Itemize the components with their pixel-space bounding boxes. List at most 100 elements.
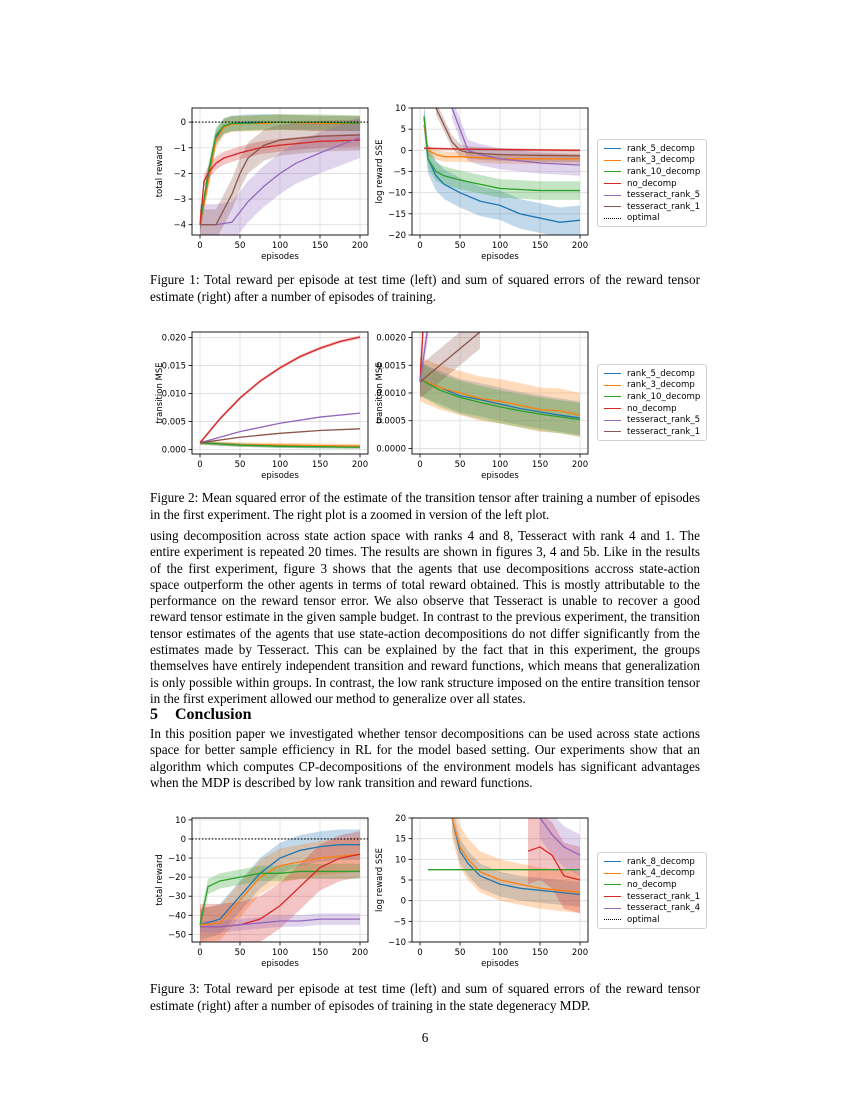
x-tick-label: 0: [417, 948, 422, 958]
y-tick-label: −3: [173, 195, 186, 205]
legend-swatch: [604, 872, 621, 874]
legend-entry: tesseract_rank_1: [604, 426, 700, 438]
series-line: [419, 378, 581, 421]
legend-entry: rank_3_decomp: [604, 155, 700, 167]
series-band: [200, 116, 360, 235]
series-line: [200, 134, 361, 226]
series-band: [420, 362, 580, 437]
y-axis-label: log reward SSE: [375, 140, 385, 204]
fig3-left-plot: 0 50 100 150 200100−10−20−30−40−50episodesto…: [155, 816, 369, 969]
x-axis-label: episodes: [481, 959, 519, 969]
x-tick-label: 50: [455, 241, 466, 251]
y-tick-label: 0.010: [162, 390, 186, 400]
y-tick-label: 20: [395, 814, 406, 824]
x-axis-label: episodes: [261, 471, 299, 481]
figure-2-right: 0 50 100 150 200 0.0000 0.0005 0.0010 0.0015 0.00…: [370, 324, 595, 484]
x-tick-label: 50: [235, 460, 246, 470]
legend-label: tesseract_rank_1: [627, 891, 701, 902]
legend-entry: rank_10_decomp: [604, 166, 700, 178]
fig2-left-plot: 0 50 100 150 200 0.000 0.005 0.010 0.015 0.020 epi…: [155, 331, 369, 481]
section-number: 5: [150, 706, 158, 723]
legend-label: rank_10_decomp: [627, 391, 701, 402]
series-band: [200, 837, 360, 942]
legend-label: optimal: [627, 213, 660, 224]
x-tick-label: 200: [352, 460, 368, 470]
axes-frame: [191, 817, 369, 943]
series-line: [423, 116, 581, 223]
y-tick-label: 5: [401, 125, 406, 135]
y-tick-label: −40: [168, 911, 186, 921]
x-tick-label: 100: [272, 948, 288, 958]
legend-entry: tesseract_rank_5: [604, 189, 700, 201]
x-tick-label: 100: [272, 460, 288, 470]
series-line: [199, 121, 361, 225]
series-line: [419, 332, 481, 383]
legend-entry: no_decomp: [604, 879, 700, 891]
series-line: [451, 818, 581, 894]
figure-3-right: 0 50 100 150 200 20 15 10 5 0 −5 −10 episodes log rew…: [370, 810, 595, 972]
series-line: [199, 853, 361, 926]
series-line: [435, 108, 581, 157]
y-tick-label: −10: [388, 189, 406, 199]
legend-swatch: [604, 884, 621, 886]
x-tick-label: 50: [455, 460, 466, 470]
y-tick-label: −4: [173, 221, 186, 231]
x-tick-label: 150: [312, 241, 328, 251]
series-line: [199, 139, 361, 225]
y-tick-label: 0.005: [162, 418, 186, 428]
legend-entry: tesseract_rank_1: [604, 201, 700, 213]
series-line: [200, 918, 360, 928]
y-axis-label: total reward: [155, 146, 165, 198]
y-tick-label: −5: [393, 917, 406, 927]
legend-entry: rank_4_decomp: [604, 868, 700, 880]
y-axis-label: total reward: [155, 854, 165, 906]
legend-label: rank_5_decomp: [627, 143, 695, 154]
legend-label: rank_8_decomp: [627, 856, 695, 867]
series-line: [199, 336, 361, 444]
series-line: [527, 846, 581, 881]
series-line: [423, 116, 580, 192]
x-tick-label: 0: [197, 241, 202, 251]
legend-swatch: [604, 896, 621, 898]
series-band: [200, 829, 360, 941]
series-band: [424, 108, 580, 200]
series-band: [420, 332, 480, 399]
x-tick-label: 100: [492, 241, 508, 251]
y-tick-label: 15: [395, 835, 406, 845]
legend-label: tesseract_rank_4: [627, 903, 701, 914]
series-line: [423, 147, 581, 151]
axes-frame: [411, 107, 589, 236]
x-tick-label: 200: [352, 241, 368, 251]
figure-3: 0 50 100 150 200 10 0 −10 −20 −30 −40 −50 episodes to…: [150, 810, 375, 972]
fig2-legend: rank_5_decomp rank_3_decomp rank_10_decomp…: [597, 364, 708, 441]
legend-entry: rank_3_decomp: [604, 380, 700, 392]
x-tick-label: 50: [235, 948, 246, 958]
legend-swatch: [604, 171, 621, 173]
series-band: [200, 133, 360, 232]
y-tick-label: −5: [393, 168, 406, 178]
legend-swatch: [604, 148, 621, 150]
series-band: [420, 332, 428, 393]
y-axis-label: transition MSE: [155, 362, 165, 423]
series-line: [199, 412, 361, 444]
axes-frame: [411, 817, 589, 943]
figure-3-caption: Figure 3: Total reward per episode at te…: [150, 981, 700, 1013]
figure-2: 0 50 100 150 200 0.000 0.005 0.010 0.015 0.020 epi…: [150, 324, 375, 484]
y-tick-label: −2: [173, 169, 186, 179]
x-tick-label: 150: [532, 460, 548, 470]
legend-swatch: [604, 431, 621, 433]
legend-swatch: [604, 373, 621, 375]
x-tick-label: 150: [312, 948, 328, 958]
legend-label: no_decomp: [627, 178, 677, 189]
legend-label: rank_10_decomp: [627, 166, 701, 177]
y-tick-label: 0.0000: [376, 444, 406, 454]
y-tick-label: 0.000: [162, 446, 186, 456]
x-tick-label: 0: [197, 948, 202, 958]
series-band: [200, 114, 360, 233]
legend-entry: rank_5_decomp: [604, 143, 700, 155]
x-axis-label: episodes: [481, 252, 519, 262]
y-tick-label: −20: [388, 231, 406, 241]
y-tick-label: −20: [168, 873, 186, 883]
